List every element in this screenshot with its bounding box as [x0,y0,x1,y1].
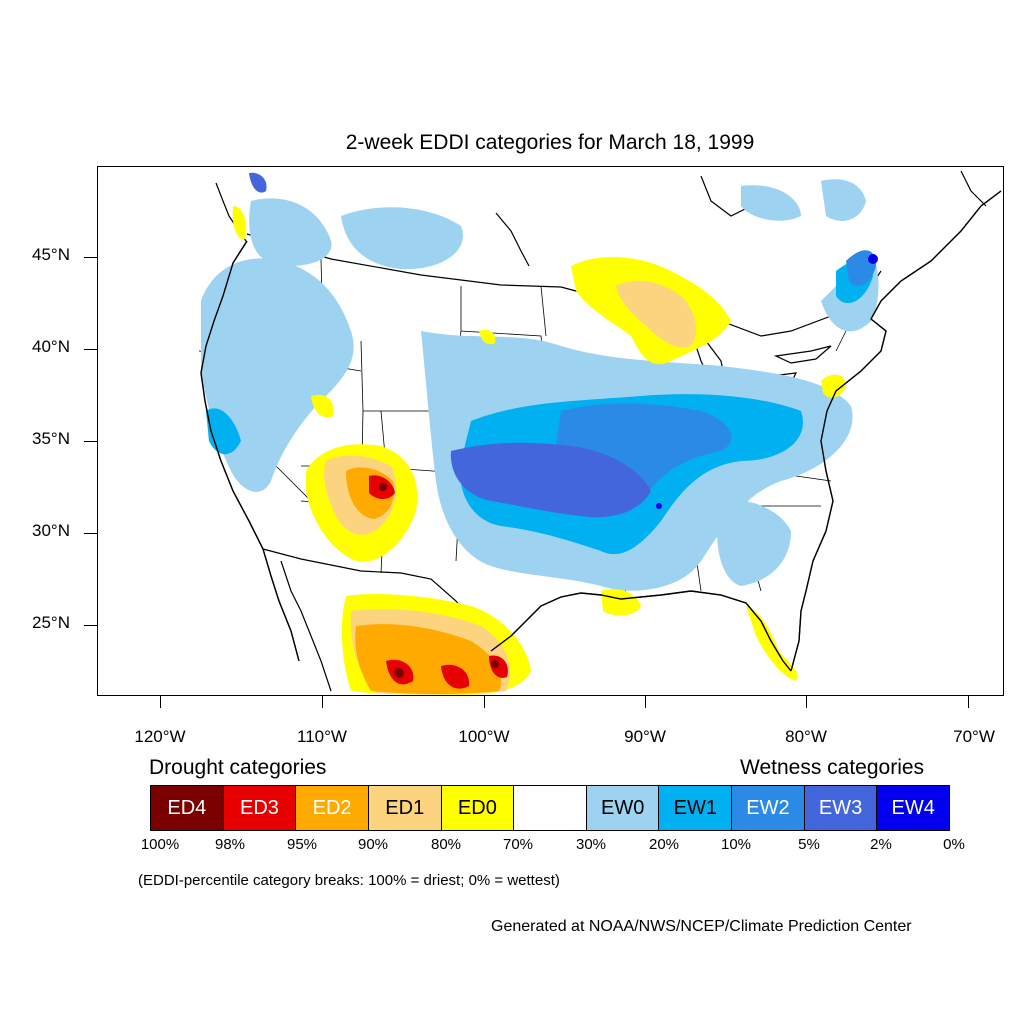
lat-tick [84,349,97,350]
coastline-overlay [200,190,1002,672]
lon-label-100: 100°W [458,727,510,746]
legend-wetness-heading: Wetness categories [740,756,925,779]
lon-tick [322,696,323,708]
legend-break: 2% [870,836,892,853]
ed0-region-wa [232,206,247,240]
map-title: 2-week EDDI categories for March 18, 199… [345,131,755,154]
lon-label-70: 70°W [953,727,995,746]
map-frame [97,166,1004,696]
ed0-region-utah [311,394,334,418]
legend-break: 30% [575,836,607,853]
ed0-region-ne-coast [821,374,846,398]
legend-cell-ed0: ED0 [441,786,515,830]
legend-break: 100% [140,836,180,853]
lon-label-110: 110°W [297,727,347,746]
ew4-spot-ne [868,254,878,264]
lon-label-90: 90°W [624,727,666,746]
legend-cell-ew4: EW4 [877,786,950,830]
lat-label-45: 45°N [32,245,70,264]
legend-cell-label: ED3 [240,796,279,819]
legend-cell-ed1: ED1 [368,786,442,830]
legend-cell-label: ED1 [385,796,425,819]
lat-tick [84,533,97,534]
drought-fields [232,206,846,695]
legend-cell-label: EW2 [746,796,790,819]
legend-break: 10% [720,836,752,853]
ed3-region-mexico-b [441,664,470,689]
ew4-spot-central [656,503,662,509]
legend-drought-heading: Drought categories [149,756,327,779]
legend-break: 80% [430,836,462,853]
ew0-region-se [717,500,791,586]
legend-break: 20% [648,836,680,853]
legend-cell-ew2: EW2 [732,786,805,830]
ew0-region-ontario [741,185,801,221]
legend-cell-ed3: ED3 [223,786,297,830]
lat-tick [84,625,97,626]
legend-cell-neutral [514,786,587,830]
conus-map [198,170,1002,695]
legend-cell-label: EW4 [891,796,935,819]
legend-colorbar: ED4 ED3 ED2 ED1 ED0 EW0 EW1 EW2 EW3 EW4 [150,785,950,831]
lon-label-120: 120°W [134,727,186,746]
lat-tick [84,441,97,442]
category-note: (EDDI-percentile category breaks: 100% =… [138,872,560,889]
legend-cell-label: ED4 [167,796,207,819]
legend-break: 90% [357,836,389,853]
ew3-region-nw [249,172,267,193]
lon-tick [645,696,646,708]
lon-tick [806,696,807,708]
legend-break: 95% [286,836,318,853]
ed4-spot-mexico-a [394,668,404,678]
ed4-spot-nm [379,483,387,491]
legend-break: 70% [502,836,534,853]
legend-cell-label: EW1 [673,796,717,819]
legend-break: 98% [214,836,246,853]
lon-label-80: 80°W [785,727,827,746]
legend-break: 0% [943,836,965,853]
lon-tick [484,696,485,708]
lat-label-25: 25°N [32,613,70,632]
ew3-region-plains [450,442,651,518]
legend-cell-ew0: EW0 [586,786,660,830]
legend-break: 5% [798,836,820,853]
legend-cell-label: EW0 [600,796,645,819]
legend-cell-label: EW3 [818,796,863,819]
legend-cell-ew1: EW1 [659,786,733,830]
ed0-region-gulf [601,589,641,616]
ew0-region-nw [249,198,332,266]
legend-cell-label: ED0 [457,796,497,819]
ed0-region-north [479,329,496,345]
ew0-region-north [341,207,463,270]
lat-label-40: 40°N [32,337,70,356]
legend-cell-ed2: ED2 [296,786,369,830]
wetness-fields [201,172,879,591]
ed1-region-greatlakes [616,280,697,348]
credit-text: Generated at NOAA/NWS/NCEP/Climate Predi… [491,918,912,935]
legend-cell-ed4: ED4 [151,786,224,830]
lon-tick [160,696,161,708]
ed4-spot-mexico-b [491,660,499,668]
lon-tick [968,696,969,708]
lat-label-30: 30°N [32,521,70,540]
ew0-region-west [201,258,354,492]
lat-tick [84,257,97,258]
lat-label-35: 35°N [32,429,70,448]
ew0-region-ne-canada [821,179,866,221]
legend-cell-label: ED2 [312,796,352,819]
legend-cell-ew3: EW3 [804,786,878,830]
